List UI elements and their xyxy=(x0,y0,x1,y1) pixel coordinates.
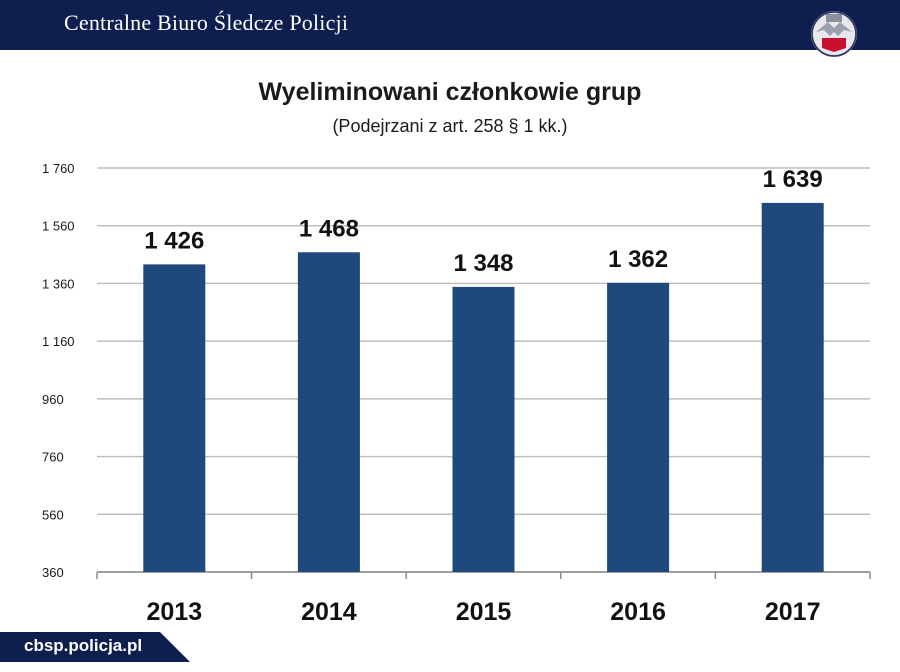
x-tick-label: 2016 xyxy=(610,598,666,626)
x-tick-label: 2014 xyxy=(301,598,357,626)
y-tick-label: 1 560 xyxy=(42,219,75,234)
footer-badge: cbsp.policja.pl xyxy=(0,632,190,662)
header-bar: Centralne Biuro Śledcze Policji xyxy=(0,0,900,57)
data-label: 1 639 xyxy=(763,166,823,193)
footer-site-link[interactable]: cbsp.policja.pl xyxy=(24,636,143,655)
data-label: 1 426 xyxy=(144,227,204,254)
data-label: 1 468 xyxy=(299,215,359,242)
y-tick-label: 560 xyxy=(42,507,64,522)
y-tick-label: 1 760 xyxy=(42,161,75,176)
y-tick-label: 760 xyxy=(42,450,64,465)
y-tick-label: 1 160 xyxy=(42,334,75,349)
bar-2014 xyxy=(297,252,360,572)
y-tick-label: 360 xyxy=(42,565,64,580)
x-tick-label: 2015 xyxy=(456,598,512,626)
bar-chart: 360 560 760 960 1 160 1 360 1 560 1 760 1 426 201… xyxy=(42,161,871,626)
chart-title: Wyeliminowani członkowie grup xyxy=(258,78,642,106)
bar-2016 xyxy=(607,282,670,572)
chart-subtitle: (Podejrzani z art. 258 § 1 kk.) xyxy=(332,116,568,136)
bar-2013 xyxy=(143,264,206,572)
police-eagle-emblem-icon xyxy=(811,11,857,57)
y-tick-label: 1 360 xyxy=(42,276,75,291)
data-label: 1 362 xyxy=(608,246,668,273)
header-title: Centralne Biuro Śledcze Policji xyxy=(64,10,349,35)
bar-2015 xyxy=(452,286,515,572)
data-label: 1 348 xyxy=(453,250,513,277)
y-tick-label: 960 xyxy=(42,392,64,407)
bar-2017 xyxy=(761,202,824,572)
x-tick-label: 2013 xyxy=(146,598,202,626)
x-tick-label: 2017 xyxy=(765,598,821,626)
